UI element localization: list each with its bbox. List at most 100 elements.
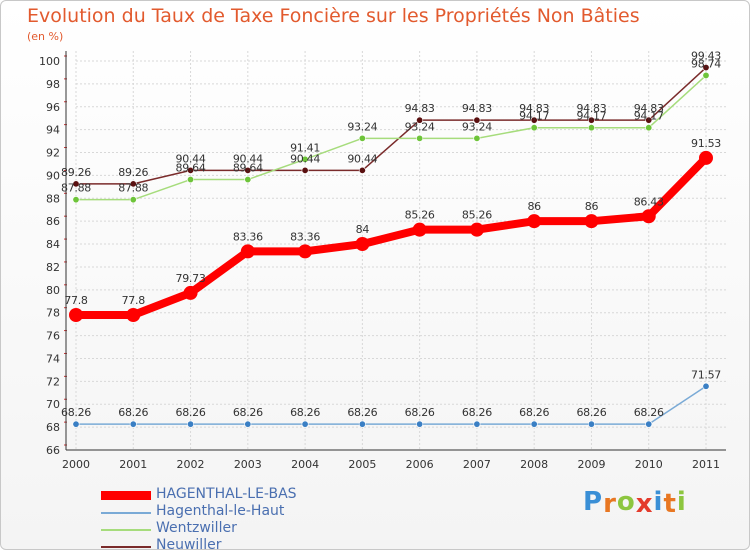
chart-title: Evolution du Taux de Taxe Foncière sur l… [27, 5, 640, 27]
data-label-hagenthal-le-haut: 68.26 [519, 406, 549, 419]
data-label-hagenthal-le-haut: 68.26 [61, 406, 91, 419]
logo-letter: x [635, 489, 654, 519]
data-point-hagenthal-le-bas [126, 307, 141, 322]
legend-label: HAGENTHAL-LE-BAS [156, 486, 297, 502]
y-tick-label: 70 [46, 398, 60, 411]
y-tick-label: 94 [46, 124, 60, 137]
data-label-wentzwiller: 94.17 [576, 110, 606, 123]
x-tick-label: 2001 [119, 458, 147, 471]
data-point-neuwiller [244, 166, 252, 174]
data-label-hagenthal-le-bas: 86 [585, 200, 599, 213]
data-label-hagenthal-le-bas: 77.8 [122, 294, 146, 307]
data-label-hagenthal-le-bas: 86.43 [634, 195, 664, 208]
x-tick-label: 2006 [406, 458, 434, 471]
data-point-neuwiller [129, 180, 137, 188]
series-line-hagenthal-le-bas [76, 155, 709, 319]
data-label-hagenthal-le-bas: 85.26 [405, 209, 435, 222]
series-line-neuwiller [76, 66, 707, 185]
legend-swatch [101, 512, 151, 514]
data-label-hagenthal-le-haut: 71.57 [691, 368, 721, 381]
data-label-neuwiller: 89.26 [61, 166, 91, 179]
data-point-wentzwiller [416, 134, 424, 142]
data-label-wentzwiller: 94.17 [634, 110, 664, 123]
data-point-hagenthal-le-bas [412, 222, 427, 237]
x-tick-label: 2008 [520, 458, 548, 471]
y-tick-label: 90 [46, 169, 60, 182]
data-point-hagenthal-le-haut [473, 420, 481, 428]
logo-letter: o [616, 487, 636, 517]
data-label-hagenthal-le-bas: 79.73 [176, 272, 206, 285]
data-point-hagenthal-le-haut [645, 420, 653, 428]
data-point-hagenthal-le-bas [69, 307, 83, 322]
data-label-neuwiller: 90.44 [233, 152, 263, 165]
logo-letter: i [653, 487, 664, 517]
y-tick-label: 66 [46, 444, 60, 457]
data-point-wentzwiller [473, 134, 481, 142]
logo-letter: t [663, 489, 677, 519]
data-point-wentzwiller [587, 124, 595, 132]
data-label-hagenthal-le-haut: 68.26 [462, 406, 492, 419]
legend-label: Wentzwiller [156, 520, 237, 536]
y-tick-label: 96 [46, 101, 60, 114]
y-tick-label: 84 [46, 238, 60, 251]
y-tick-label: 82 [46, 261, 60, 274]
data-labels: 89.26 89.26 90.44 90.44 90.44 90.44 94.83 94.83… [61, 50, 722, 420]
data-point-neuwiller [587, 116, 595, 124]
data-point-wentzwiller [530, 124, 538, 132]
x-tick-label: 2005 [348, 458, 376, 471]
data-label-hagenthal-le-haut: 68.26 [634, 406, 664, 419]
data-point-hagenthal-le-haut [72, 420, 80, 428]
data-point-wentzwiller [72, 196, 80, 204]
data-label-hagenthal-le-haut: 68.26 [290, 406, 320, 419]
data-label-wentzwiller: 87.88 [118, 182, 148, 195]
data-label-neuwiller: 94.83 [634, 102, 664, 115]
data-label-neuwiller: 99.43 [691, 50, 721, 63]
data-label-wentzwiller: 89.64 [176, 162, 206, 175]
data-point-hagenthal-le-bas [240, 244, 255, 259]
x-tick-label: 2003 [234, 458, 262, 471]
data-point-neuwiller [473, 116, 481, 124]
data-label-wentzwiller: 93.24 [405, 120, 435, 133]
data-point-wentzwiller [129, 196, 137, 204]
y-tick-label: 80 [46, 284, 60, 297]
x-tick-label: 2011 [692, 458, 720, 471]
data-point-wentzwiller [702, 71, 710, 79]
logo-letter: P [583, 487, 604, 517]
y-tick-label: 98 [46, 78, 60, 91]
proxiti-logo: Proxiti [583, 487, 687, 519]
data-label-neuwiller: 89.26 [118, 166, 148, 179]
legend-swatch [101, 546, 151, 548]
data-label-neuwiller: 90.44 [347, 152, 377, 165]
data-point-hagenthal-le-haut [702, 382, 710, 390]
data-point-neuwiller [358, 166, 366, 174]
data-point-hagenthal-le-haut [187, 420, 195, 428]
data-label-hagenthal-le-haut: 68.26 [576, 406, 606, 419]
unit-label: (en %) [27, 30, 64, 43]
data-label-hagenthal-le-haut: 68.26 [347, 406, 377, 419]
data-label-neuwiller: 94.83 [576, 102, 606, 115]
y-tick-label: 72 [46, 375, 60, 388]
data-point-wentzwiller [301, 155, 309, 163]
data-label-hagenthal-le-bas: 86 [527, 200, 541, 213]
data-label-hagenthal-le-bas: 91.53 [691, 137, 721, 150]
data-label-wentzwiller: 94.17 [519, 110, 549, 123]
data-point-hagenthal-le-haut [244, 420, 252, 428]
x-tick-label: 2007 [463, 458, 491, 471]
data-point-hagenthal-le-haut [587, 420, 595, 428]
legend-swatch [101, 491, 151, 500]
data-point-hagenthal-le-bas [469, 222, 484, 237]
y-tick-label: 76 [46, 330, 60, 343]
data-point-wentzwiller [187, 176, 195, 184]
data-point-hagenthal-le-bas [527, 214, 542, 229]
data-label-neuwiller: 90.44 [290, 152, 320, 165]
y-tick-label: 86 [46, 215, 60, 228]
axes: 66 68 70 72 74 76 78 80 82 84 86 88 90 92 94 96 98 100 200… [39, 51, 726, 471]
data-point-hagenthal-le-bas [355, 237, 370, 252]
data-point-hagenthal-le-bas [584, 214, 599, 229]
data-point-neuwiller [702, 64, 710, 72]
data-point-neuwiller [416, 116, 424, 124]
x-tick-label: 2010 [635, 458, 663, 471]
data-label-hagenthal-le-bas: 84 [356, 223, 370, 236]
